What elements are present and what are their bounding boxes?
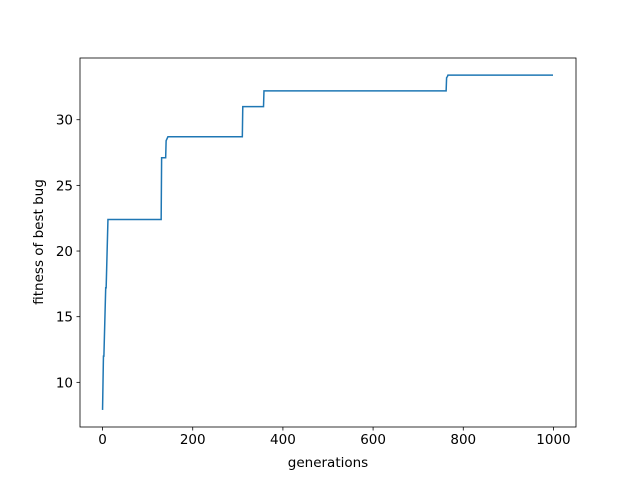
y-tick-label: 10 — [56, 375, 73, 391]
y-tick-label: 15 — [56, 310, 73, 326]
x-tick-label: 800 — [450, 432, 476, 448]
x-tick-label: 400 — [270, 432, 296, 448]
x-tick-label: 200 — [180, 432, 206, 448]
y-tick-label: 30 — [56, 113, 73, 129]
y-axis-label: fitness of best bug — [31, 179, 47, 305]
plot-frame — [79, 57, 577, 428]
x-tick-label: 600 — [360, 432, 386, 448]
y-tick-label: 20 — [56, 244, 73, 260]
x-tick-label: 1000 — [536, 432, 570, 448]
y-tick-label: 25 — [56, 178, 73, 194]
x-axis-label: generations — [288, 455, 368, 471]
data-line — [101, 74, 554, 410]
x-tick-label: 0 — [98, 432, 107, 448]
